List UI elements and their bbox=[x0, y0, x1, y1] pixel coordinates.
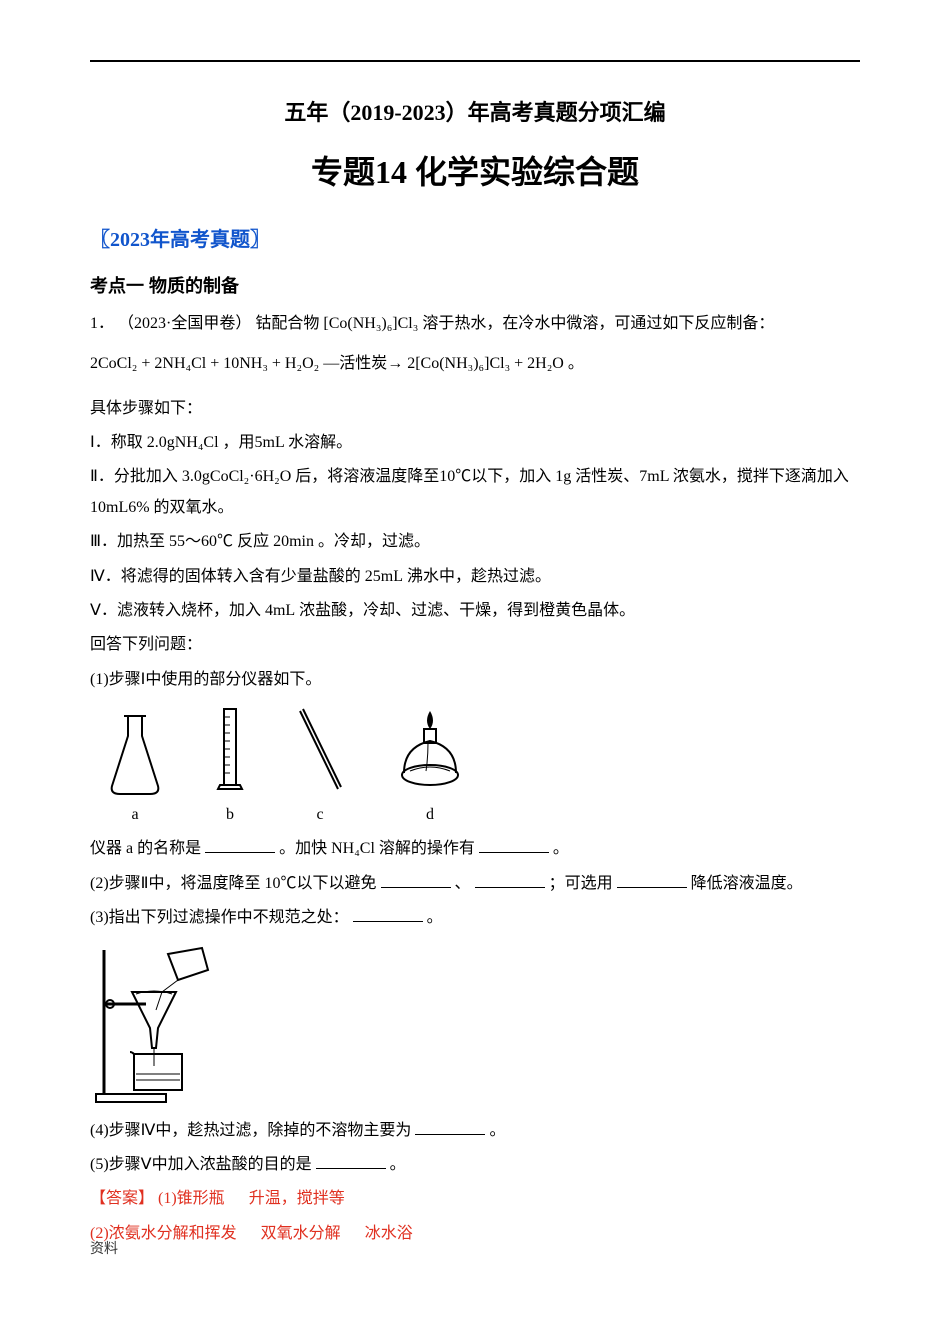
step2-mass: 3.0gCoCl₂·6H₂O bbox=[182, 468, 291, 485]
intro-text-2: 溶于热水，在冷水中微溶，可通过如下反应制备： bbox=[422, 315, 774, 332]
sub5-post: 。 bbox=[390, 1156, 406, 1173]
sub-question-5: (5)步骤Ⅴ中加入浓盐酸的目的是 。 bbox=[90, 1150, 860, 1180]
answer-2b: 双氧水分解 bbox=[261, 1225, 341, 1242]
step3-post: 。冷却，过滤。 bbox=[318, 533, 430, 550]
apparatus-figure: a b c d bbox=[90, 703, 860, 830]
doc-title-line2: 专题14 化学实验综合题 bbox=[90, 142, 860, 203]
blank bbox=[205, 837, 275, 853]
step5-vol: 4mL bbox=[265, 602, 295, 619]
blank bbox=[381, 872, 451, 888]
sub-question-1b: 仪器 a 的名称是 。加快 NH₄Cl 溶解的操作有 。 bbox=[90, 834, 860, 864]
apparatus-d-label: d bbox=[390, 800, 470, 830]
step3-time: 20min bbox=[273, 533, 314, 550]
answer-label: 【答案】 bbox=[90, 1190, 154, 1207]
complex-formula: [Co(NH₃)₆]Cl₃ bbox=[323, 315, 418, 332]
sub5-pre: (5)步骤Ⅴ中加入浓盐酸的目的是 bbox=[90, 1156, 312, 1173]
question-number: 1． bbox=[90, 315, 114, 332]
step4-pre: Ⅳ．将滤得的固体转入含有少量盐酸的 bbox=[90, 568, 361, 585]
apparatus-c: c bbox=[290, 703, 350, 830]
glass-rod-icon bbox=[290, 703, 350, 798]
step2-mid: 后，将溶液温度降至10℃以下，加入 bbox=[295, 468, 551, 485]
sub2-post: 降低溶液温度。 bbox=[691, 875, 803, 892]
sub1b-post: 。 bbox=[553, 840, 569, 857]
apparatus-d: d bbox=[390, 703, 470, 830]
answer-prompt: 回答下列问题： bbox=[90, 630, 860, 660]
step-4: Ⅳ．将滤得的固体转入含有少量盐酸的 25mL 沸水中，趁热过滤。 bbox=[90, 562, 860, 592]
apparatus-b: b bbox=[210, 703, 250, 830]
sub-question-1: (1)步骤Ⅰ中使用的部分仪器如下。 bbox=[90, 665, 860, 695]
sub-question-2: (2)步骤Ⅱ中，将温度降至 10℃以下以避免 、 ；可选用 降低溶液温度。 bbox=[90, 869, 860, 899]
sub3-post: 。 bbox=[427, 909, 443, 926]
sub4-post: 。 bbox=[489, 1122, 505, 1139]
sub3-pre: (3)指出下列过滤操作中不规范之处： bbox=[90, 909, 349, 926]
question-source: （2023·全国甲卷） bbox=[118, 315, 251, 332]
intro-text-1: 钴配合物 bbox=[255, 315, 319, 332]
apparatus-a-label: a bbox=[100, 800, 170, 830]
step-5: Ⅴ．滤液转入烧杯，加入 4mL 浓盐酸，冷却、过滤、干燥，得到橙黄色晶体。 bbox=[90, 596, 860, 626]
sub1b-mid: 。加快 NH₄Cl 溶解的操作有 bbox=[279, 840, 475, 857]
conical-flask-icon bbox=[100, 708, 170, 798]
step3-pre: Ⅲ．加热至 bbox=[90, 533, 165, 550]
step1-mass: 2.0gNH₄Cl bbox=[147, 434, 219, 451]
sub-question-3: (3)指出下列过滤操作中不规范之处： 。 bbox=[90, 903, 860, 933]
top-rule bbox=[90, 60, 860, 62]
step1-pre: Ⅰ．称取 bbox=[90, 434, 143, 451]
sub2-pre: (2)步骤Ⅱ中，将温度降至 10℃以下以避免 bbox=[90, 875, 377, 892]
filtration-setup-icon bbox=[90, 940, 220, 1110]
apparatus-b-label: b bbox=[210, 800, 250, 830]
answer-line-1: 【答案】 (1)锥形瓶 升温，搅拌等 bbox=[90, 1184, 860, 1214]
step5-pre: Ⅴ．滤液转入烧杯，加入 bbox=[90, 602, 261, 619]
sub4-pre: (4)步骤Ⅳ中，趁热过滤，除掉的不溶物主要为 bbox=[90, 1122, 411, 1139]
alcohol-lamp-icon bbox=[390, 703, 470, 798]
step-1: Ⅰ．称取 2.0gNH₄Cl ，用5mL 水溶解。 bbox=[90, 428, 860, 458]
section-heading: 考点一 物质的制备 bbox=[90, 269, 860, 303]
filtration-figure bbox=[90, 940, 860, 1110]
steps-label: 具体步骤如下： bbox=[90, 394, 860, 424]
step-3: Ⅲ．加热至 55～60℃ 反应 20min 。冷却，过滤。 bbox=[90, 527, 860, 557]
answer-2c: 冰水浴 bbox=[365, 1225, 413, 1242]
sub2-mid1: 、 bbox=[455, 875, 471, 892]
sub2-mid2: ；可选用 bbox=[549, 875, 613, 892]
question-1-intro: 1． （2023·全国甲卷） 钴配合物 [Co(NH₃)₆]Cl₃ 溶于热水，在… bbox=[90, 309, 860, 339]
answer-1b: 升温，搅拌等 bbox=[249, 1190, 345, 1207]
step-2: Ⅱ．分批加入 3.0gCoCl₂·6H₂O 后，将溶液温度降至10℃以下，加入 … bbox=[90, 462, 860, 523]
year-tag: 〖2023年高考真题〗 bbox=[90, 221, 860, 259]
blank bbox=[479, 837, 549, 853]
graduated-cylinder-icon bbox=[210, 703, 250, 798]
blank bbox=[316, 1153, 386, 1169]
step5-post: 浓盐酸，冷却、过滤、干燥，得到橙黄色晶体。 bbox=[299, 602, 635, 619]
sub-question-4: (4)步骤Ⅳ中，趁热过滤，除掉的不溶物主要为 。 bbox=[90, 1116, 860, 1146]
blank bbox=[617, 872, 687, 888]
blank bbox=[415, 1119, 485, 1135]
blank bbox=[353, 906, 423, 922]
step4-post: 沸水中，趁热过滤。 bbox=[407, 568, 551, 585]
sub1b-pre: 仪器 a 的名称是 bbox=[90, 840, 201, 857]
step4-vol: 25mL bbox=[365, 568, 403, 585]
step3-temp: 55～60℃ bbox=[169, 533, 233, 550]
apparatus-a: a bbox=[100, 708, 170, 830]
page-footer: 资料 bbox=[90, 1237, 118, 1264]
apparatus-c-label: c bbox=[290, 800, 350, 830]
step1-post: ，用5mL 水溶解。 bbox=[223, 434, 353, 451]
step2-c: 1g bbox=[555, 468, 571, 485]
reaction-equation: 2CoCl₂ + 2NH₄Cl + 10NH₃ + H₂O₂ —活性炭→ 2[C… bbox=[90, 349, 860, 379]
answer-1a: (1)锥形瓶 bbox=[158, 1190, 225, 1207]
doc-title-line1: 五年（2019-2023）年高考真题分项汇编 bbox=[90, 92, 860, 134]
blank bbox=[475, 872, 545, 888]
answer-line-2: (2)浓氨水分解和挥发 双氧水分解 冰水浴 bbox=[90, 1219, 860, 1249]
step2-pre: Ⅱ．分批加入 bbox=[90, 468, 178, 485]
step3-mid: 反应 bbox=[237, 533, 269, 550]
